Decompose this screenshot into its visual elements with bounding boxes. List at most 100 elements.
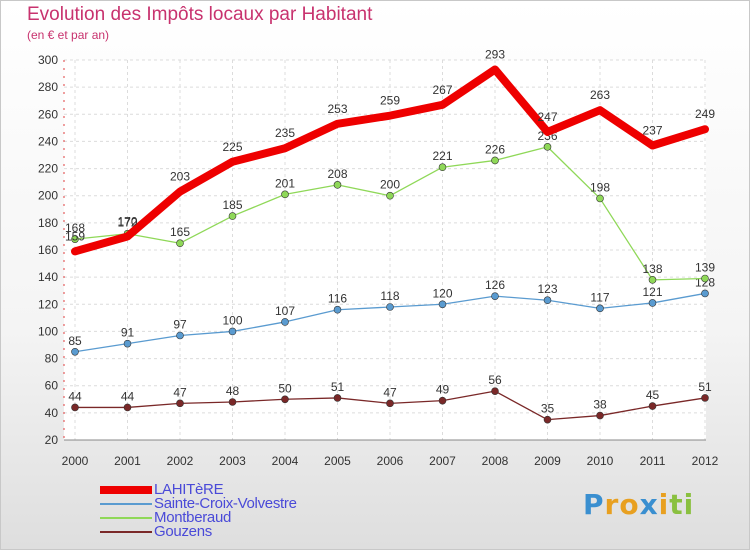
data-label: 121 (642, 285, 662, 299)
data-point (176, 399, 184, 408)
data-label: 85 (68, 334, 82, 348)
data-point (491, 387, 499, 395)
data-point (701, 289, 709, 298)
data-label: 51 (331, 380, 345, 394)
y-tick-label: 220 (38, 162, 58, 176)
data-label: 51 (698, 380, 712, 394)
y-tick-label: 120 (38, 297, 58, 311)
data-label: 267 (432, 83, 452, 97)
data-label: 237 (642, 124, 662, 138)
x-tick-label: 2012 (692, 454, 719, 468)
data-label: 47 (383, 385, 397, 399)
logo-letter: i (683, 488, 695, 521)
data-label: 97 (173, 318, 187, 332)
legend-swatch (100, 531, 152, 533)
data-label: 107 (275, 304, 295, 318)
legend-label: Sainte-Croix-Volvestre (154, 495, 297, 512)
y-tick-label: 280 (38, 80, 58, 94)
data-label: 201 (275, 176, 295, 190)
x-tick-label: 2006 (377, 454, 404, 468)
data-point (281, 395, 289, 404)
data-label: 100 (222, 313, 242, 327)
data-label: 259 (380, 94, 400, 108)
data-label: 221 (432, 149, 452, 163)
data-label: 120 (432, 286, 452, 300)
data-point (438, 396, 447, 405)
data-point (228, 212, 237, 220)
data-label: 48 (226, 384, 240, 398)
data-label: 123 (537, 282, 557, 296)
x-tick-label: 2007 (429, 454, 456, 468)
line-chart: 20 40 60 80 100 120 140 160 180 200 220 240 260 280 30… (38, 48, 719, 469)
data-point (228, 327, 237, 336)
data-point (491, 156, 499, 165)
data-label: 247 (537, 110, 557, 124)
y-tick-label: 260 (38, 107, 58, 121)
x-tick-label: 2008 (482, 454, 509, 468)
data-point (333, 394, 342, 402)
data-point (648, 402, 657, 410)
data-point (543, 143, 552, 151)
x-tick-label: 2010 (587, 454, 614, 468)
x-tick-label: 2011 (640, 454, 666, 468)
y-tick-label: 100 (38, 324, 58, 338)
data-point (281, 318, 289, 326)
data-point (71, 347, 79, 356)
x-tick-label: 2000 (62, 454, 89, 468)
data-label: 91 (121, 326, 135, 340)
data-label: 159 (65, 229, 85, 243)
legend-label: Montberaud (154, 509, 232, 526)
x-tick-label: 2001 (114, 454, 141, 468)
legend-swatch (100, 486, 152, 494)
data-label: 235 (275, 126, 295, 140)
data-label: 168 (65, 221, 85, 235)
data-point (491, 292, 499, 300)
x-tick-label: 2004 (272, 454, 299, 468)
data-label: 47 (173, 385, 187, 399)
logo-letter: P (583, 488, 605, 521)
y-tick-label: 160 (38, 243, 58, 257)
data-point (701, 274, 709, 283)
x-tick-label: 2003 (219, 454, 246, 468)
data-point (176, 331, 184, 340)
data-label: 200 (380, 178, 400, 192)
data-point (386, 303, 394, 311)
data-point (648, 299, 657, 307)
data-point (71, 235, 79, 243)
data-point (176, 239, 184, 248)
data-label: 44 (121, 389, 135, 403)
data-label: 56 (488, 373, 502, 387)
legend-label: Gouzens (154, 523, 212, 540)
data-label: 45 (646, 388, 660, 402)
data-label: 49 (436, 383, 450, 397)
y-tick-label: 40 (45, 406, 59, 420)
legend-label: LAHITèRE (154, 481, 224, 498)
x-tick-label: 2002 (167, 454, 194, 468)
data-point (386, 399, 394, 408)
data-label: 293 (485, 48, 505, 62)
y-tick-label: 20 (45, 433, 59, 447)
logo-letter: o (619, 488, 640, 521)
y-tick-label: 200 (38, 189, 58, 203)
data-label: 185 (222, 198, 242, 212)
data-point (596, 304, 604, 313)
data-label: 253 (327, 102, 347, 116)
data-label: 249 (695, 107, 715, 121)
y-tick-label: 140 (38, 270, 58, 284)
data-point (123, 339, 132, 348)
logo-letter: x (639, 488, 659, 521)
chart-title: Evolution des Impôts locaux par Habitant (27, 4, 373, 25)
data-label: 263 (590, 88, 610, 102)
data-label: 38 (593, 398, 607, 412)
data-label: 138 (642, 262, 662, 276)
data-label: 139 (695, 261, 715, 275)
logo-letter: r (604, 488, 620, 521)
y-tick-label: 300 (38, 53, 58, 67)
data-point (648, 276, 657, 284)
series-line (71, 65, 709, 256)
data-label: 208 (327, 167, 347, 181)
data-label: 44 (68, 389, 82, 403)
logo-letter: i (658, 488, 670, 521)
data-point (386, 191, 394, 200)
x-tick-label: 2005 (324, 454, 351, 468)
